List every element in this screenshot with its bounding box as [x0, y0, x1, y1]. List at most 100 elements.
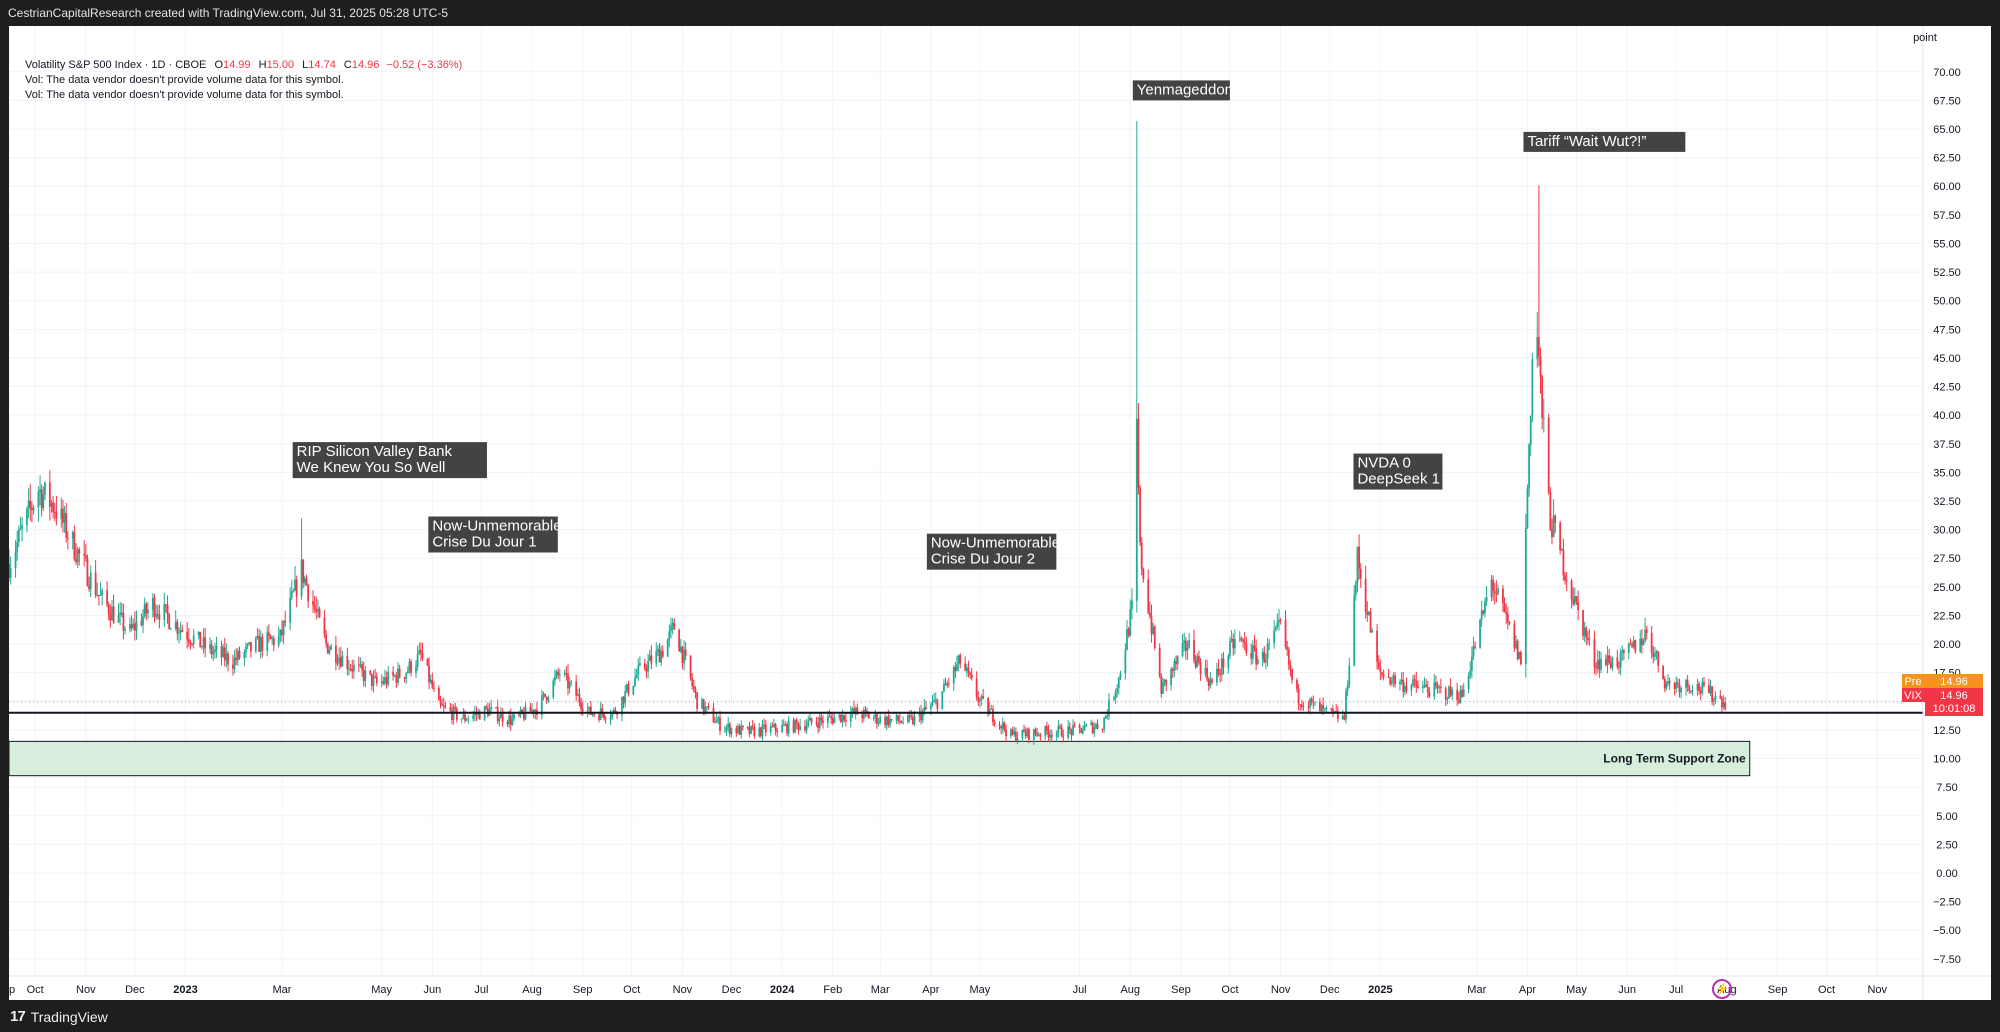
candle-body — [300, 559, 303, 597]
candle-body — [1093, 727, 1096, 733]
time-tick-label: Sep — [1171, 984, 1191, 996]
candle-body — [1346, 685, 1349, 692]
candle-body — [1366, 612, 1369, 615]
candle-body — [982, 696, 985, 699]
candle-body — [248, 642, 251, 645]
close-label: C — [343, 59, 352, 71]
chart-area[interactable]: Long Term Support Zone RIP Silicon Valle… — [3, 26, 1991, 1000]
candle-body — [944, 683, 947, 686]
candle-body — [14, 552, 17, 568]
candle-body — [1618, 666, 1620, 668]
symbol-name[interactable]: Volatility S&P 500 Index · 1D · CBOE — [25, 59, 207, 71]
candle-body — [634, 677, 636, 686]
candle-body — [1711, 686, 1714, 702]
time-tick-label: Sep — [573, 984, 593, 996]
candle-body — [758, 727, 761, 737]
candle-body — [1573, 596, 1576, 604]
candle-body — [1609, 662, 1612, 668]
candle-body — [1668, 681, 1671, 684]
candle-body — [1046, 726, 1048, 732]
candle-body — [727, 723, 730, 728]
time-tick-label: Mar — [272, 984, 291, 996]
tradingview-brand[interactable]: 17 TradingView — [10, 1008, 108, 1025]
price-tick-label: 2.50 — [1936, 839, 1957, 851]
lightning-icon[interactable]: ⚡ — [1712, 979, 1732, 999]
candle-body — [1299, 704, 1302, 706]
candle-body — [1542, 417, 1545, 419]
candle-body — [714, 722, 717, 724]
candle-body — [1085, 724, 1088, 727]
candle-body — [1005, 729, 1007, 737]
annotation-text: RIP Silicon Valley Bank — [297, 443, 453, 460]
candle-body — [21, 525, 23, 529]
candle-body — [908, 715, 911, 717]
candle-body — [259, 637, 262, 652]
candle-body — [421, 653, 424, 659]
candle-body — [1049, 734, 1052, 738]
candle-body — [143, 603, 146, 617]
candle-body — [1678, 684, 1681, 693]
candle-body — [1028, 728, 1030, 740]
candle-body — [132, 623, 135, 628]
candle-body — [1333, 711, 1336, 713]
candle-body — [76, 549, 79, 563]
candle-body — [1207, 679, 1210, 686]
candle-body — [406, 671, 409, 674]
candle-body — [934, 699, 937, 701]
time-tick-label: Feb — [823, 984, 842, 996]
candle-body — [1570, 580, 1573, 600]
candle-body — [232, 664, 234, 669]
candle-body — [805, 725, 808, 731]
candle-body — [1549, 492, 1552, 530]
candle-body — [1345, 691, 1347, 720]
candle-body — [1588, 639, 1591, 641]
candle-body — [998, 724, 1001, 726]
candle-body — [1108, 699, 1110, 716]
candle-body — [155, 613, 158, 617]
candle-body — [490, 707, 493, 710]
candle-body — [712, 707, 715, 723]
candle-body — [1575, 596, 1578, 602]
time-tick-label: Aug — [1120, 984, 1140, 996]
candle-body — [897, 715, 900, 721]
candle-body — [395, 675, 398, 683]
candle-body — [357, 664, 360, 666]
candle-body — [1446, 698, 1449, 700]
candle-body — [715, 720, 718, 723]
open-label: O — [214, 59, 224, 71]
candle-body — [99, 594, 102, 596]
candle-body — [384, 677, 386, 684]
price-tick-label: 35.00 — [1933, 467, 1961, 479]
candle-body — [42, 494, 45, 509]
price-tick-label: 27.50 — [1933, 553, 1961, 565]
candle-body — [346, 655, 349, 669]
candle-body — [1055, 732, 1058, 737]
candle-body — [1057, 726, 1060, 733]
candle-body — [179, 629, 182, 633]
candle-body — [1662, 666, 1665, 679]
candle-body — [565, 673, 568, 675]
candle-body — [140, 621, 143, 626]
candle-body — [1701, 682, 1704, 694]
candle-body — [1642, 640, 1645, 646]
candle-body — [588, 706, 591, 710]
price-tick-label: 32.50 — [1933, 496, 1961, 508]
candle-body — [1096, 724, 1099, 729]
candle-body — [1011, 729, 1014, 735]
candle-body — [1261, 652, 1264, 660]
candle-body — [1023, 729, 1025, 733]
candle-body — [235, 657, 238, 661]
price-chart[interactable]: Long Term Support Zone RIP Silicon Valle… — [3, 26, 1991, 1000]
candle-body — [568, 682, 571, 689]
candle-body — [1469, 670, 1472, 676]
candle-body — [279, 629, 282, 637]
candle-body — [978, 699, 981, 702]
candle-body — [554, 676, 556, 681]
price-tick-label: 25.00 — [1933, 582, 1961, 594]
candle-body — [1503, 603, 1506, 612]
candle-body — [529, 706, 532, 712]
candle-body — [1415, 680, 1418, 687]
candle-body — [106, 590, 108, 605]
candle-body — [1242, 639, 1244, 641]
candle-body — [867, 713, 870, 719]
